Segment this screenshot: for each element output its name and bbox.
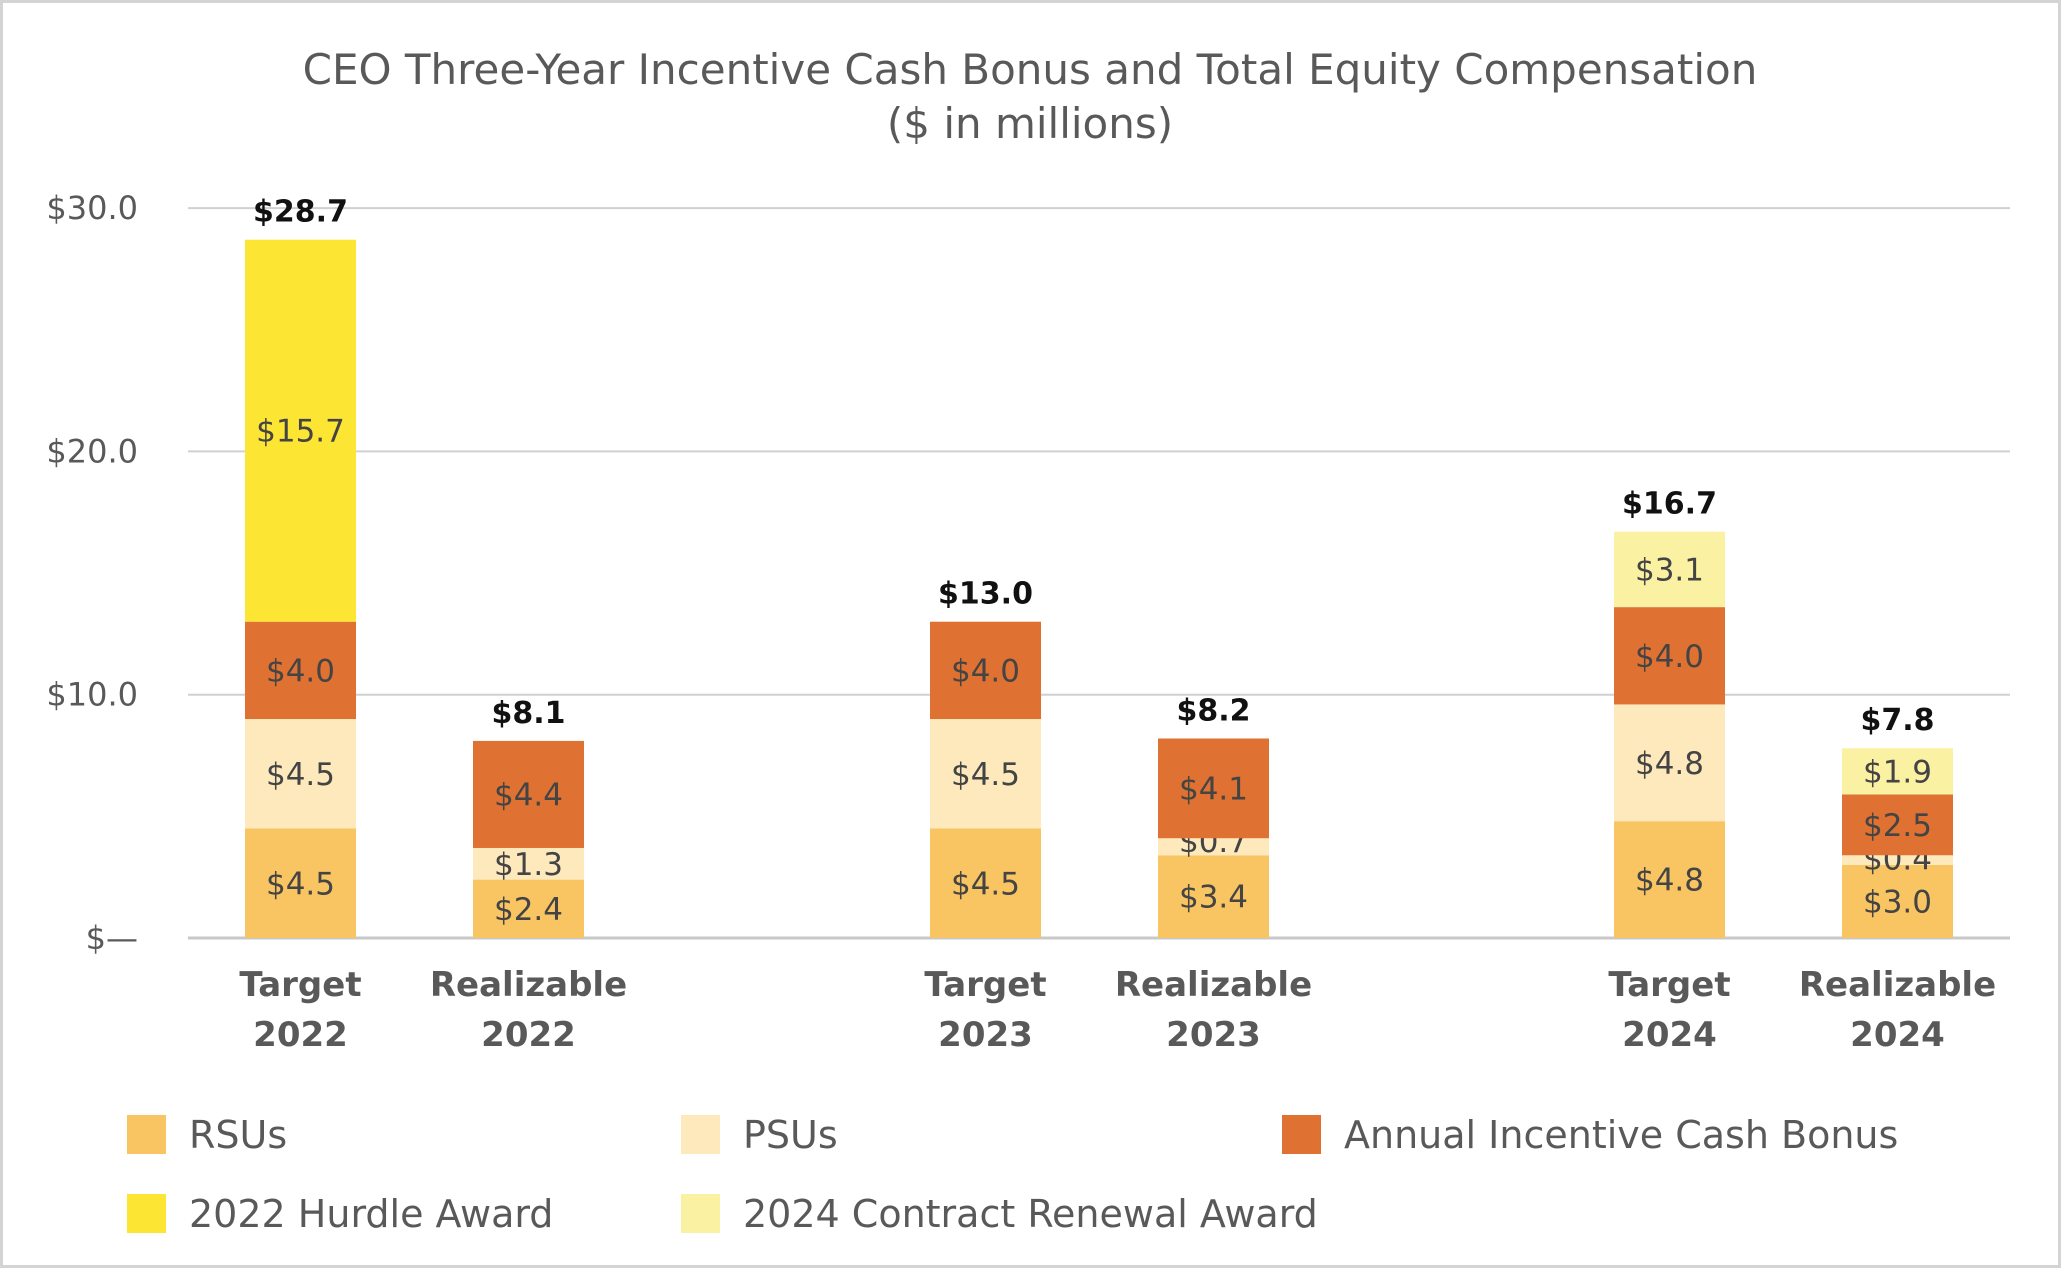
bar-segment-rsus (1614, 821, 1725, 938)
data-label: $3.4 (1179, 880, 1248, 916)
data-label: $1.9 (1863, 754, 1932, 790)
data-label: $4.5 (266, 757, 335, 793)
x-tick-label: 2023 (938, 1015, 1033, 1055)
data-label: $15.7 (256, 414, 345, 450)
legend-label: PSUs (743, 1113, 838, 1157)
x-tick-label: Realizable (1799, 965, 1996, 1005)
bar-segment-annual-incentive-cash-bonus (1158, 738, 1269, 839)
bar-segment-annual-incentive-cash-bonus (1842, 794, 1953, 856)
x-tick-label: 2022 (481, 1015, 576, 1055)
bar-segment-psus (930, 719, 1041, 829)
data-label: $4.5 (266, 866, 335, 902)
total-label: $8.2 (1176, 693, 1250, 728)
y-tick-label: $— (86, 919, 138, 957)
bar-segment-psus (1158, 838, 1269, 856)
total-label: $8.1 (491, 696, 565, 731)
legend-swatch (681, 1194, 720, 1233)
gridlines (188, 207, 2010, 940)
chart-subtitle: ($ in millions) (887, 99, 1173, 148)
data-label: $4.5 (951, 757, 1020, 793)
bar-segment-psus (245, 719, 356, 829)
bar-segment-rsus (1158, 855, 1269, 938)
data-label: $4.1 (1179, 771, 1248, 807)
data-label: $4.8 (1635, 746, 1704, 782)
bar-segment-2022-hurdle-award (245, 239, 356, 622)
data-label: $4.0 (266, 653, 335, 689)
data-label: $4.8 (1635, 863, 1704, 899)
legend-swatch (681, 1115, 720, 1154)
legend-swatch (1282, 1115, 1321, 1154)
bar-segment-rsus (245, 828, 356, 938)
legend-label: 2022 Hurdle Award (189, 1192, 553, 1236)
legend-label: RSUs (189, 1113, 287, 1157)
y-tick-label: $10.0 (46, 676, 138, 714)
bar-segment-psus (1842, 855, 1953, 866)
bar-segment-annual-incentive-cash-bonus (473, 740, 584, 848)
bar-segment-rsus (473, 879, 584, 938)
total-label: $16.7 (1622, 487, 1717, 522)
x-tick-label: 2024 (1622, 1015, 1717, 1055)
x-tick-label: Target (1608, 965, 1730, 1005)
x-tick-label: Realizable (430, 965, 627, 1005)
data-label: $1.3 (494, 847, 563, 883)
y-tick-label: $20.0 (46, 432, 138, 470)
data-label: $2.5 (1863, 808, 1932, 844)
x-axis: Target 2022 Realizable 2022 Target 2023 Realiz… (239, 965, 1996, 1055)
bar-segment-annual-incentive-cash-bonus (1614, 607, 1725, 705)
data-label: $4.0 (951, 653, 1020, 689)
x-tick-label: 2022 (253, 1015, 348, 1055)
bar-segment-2024-contract-renewal-award (1842, 748, 1953, 795)
legend-label: 2024 Contract Renewal Award (743, 1192, 1318, 1236)
total-label: $7.8 (1860, 703, 1934, 738)
bar-segment-annual-incentive-cash-bonus (245, 621, 356, 720)
chart-title: CEO Three-Year Incentive Cash Bonus and … (303, 45, 1758, 94)
bar-segment-psus (1614, 704, 1725, 822)
bar-segment-rsus (1842, 865, 1953, 938)
data-label: $3.1 (1635, 552, 1704, 588)
total-label: $28.7 (253, 195, 348, 230)
x-tick-label: Target (924, 965, 1046, 1005)
x-tick-label: Target (239, 965, 361, 1005)
y-axis: $— $10.0 $20.0 $30.0 (46, 189, 138, 957)
bar-segment-rsus (930, 828, 1041, 938)
legend: RSUs PSUs Annual Incentive Cash Bonus 2022 … (127, 1113, 1898, 1236)
x-tick-label: Realizable (1115, 965, 1312, 1005)
data-label: $3.0 (1863, 885, 1932, 921)
legend-label: Annual Incentive Cash Bonus (1344, 1113, 1898, 1157)
bars: $4.5 $4.5 $4.0 $15.7 $28.7 $2.4 $1.3 $4.4 $8.1 $4… (245, 195, 1953, 938)
x-tick-label: 2024 (1850, 1015, 1945, 1055)
data-label: $4.4 (494, 777, 563, 813)
data-label: $4.5 (951, 866, 1020, 902)
x-tick-label: 2023 (1166, 1015, 1261, 1055)
data-label: $2.4 (494, 892, 563, 928)
legend-swatch (127, 1115, 166, 1154)
legend-swatch (127, 1194, 166, 1233)
total-label: $13.0 (938, 577, 1033, 612)
bar-segment-psus (473, 847, 584, 880)
bar-segment-annual-incentive-cash-bonus (930, 621, 1041, 720)
data-label: $4.0 (1635, 639, 1704, 675)
y-tick-label: $30.0 (46, 189, 138, 227)
bar-segment-2024-contract-renewal-award (1614, 531, 1725, 608)
